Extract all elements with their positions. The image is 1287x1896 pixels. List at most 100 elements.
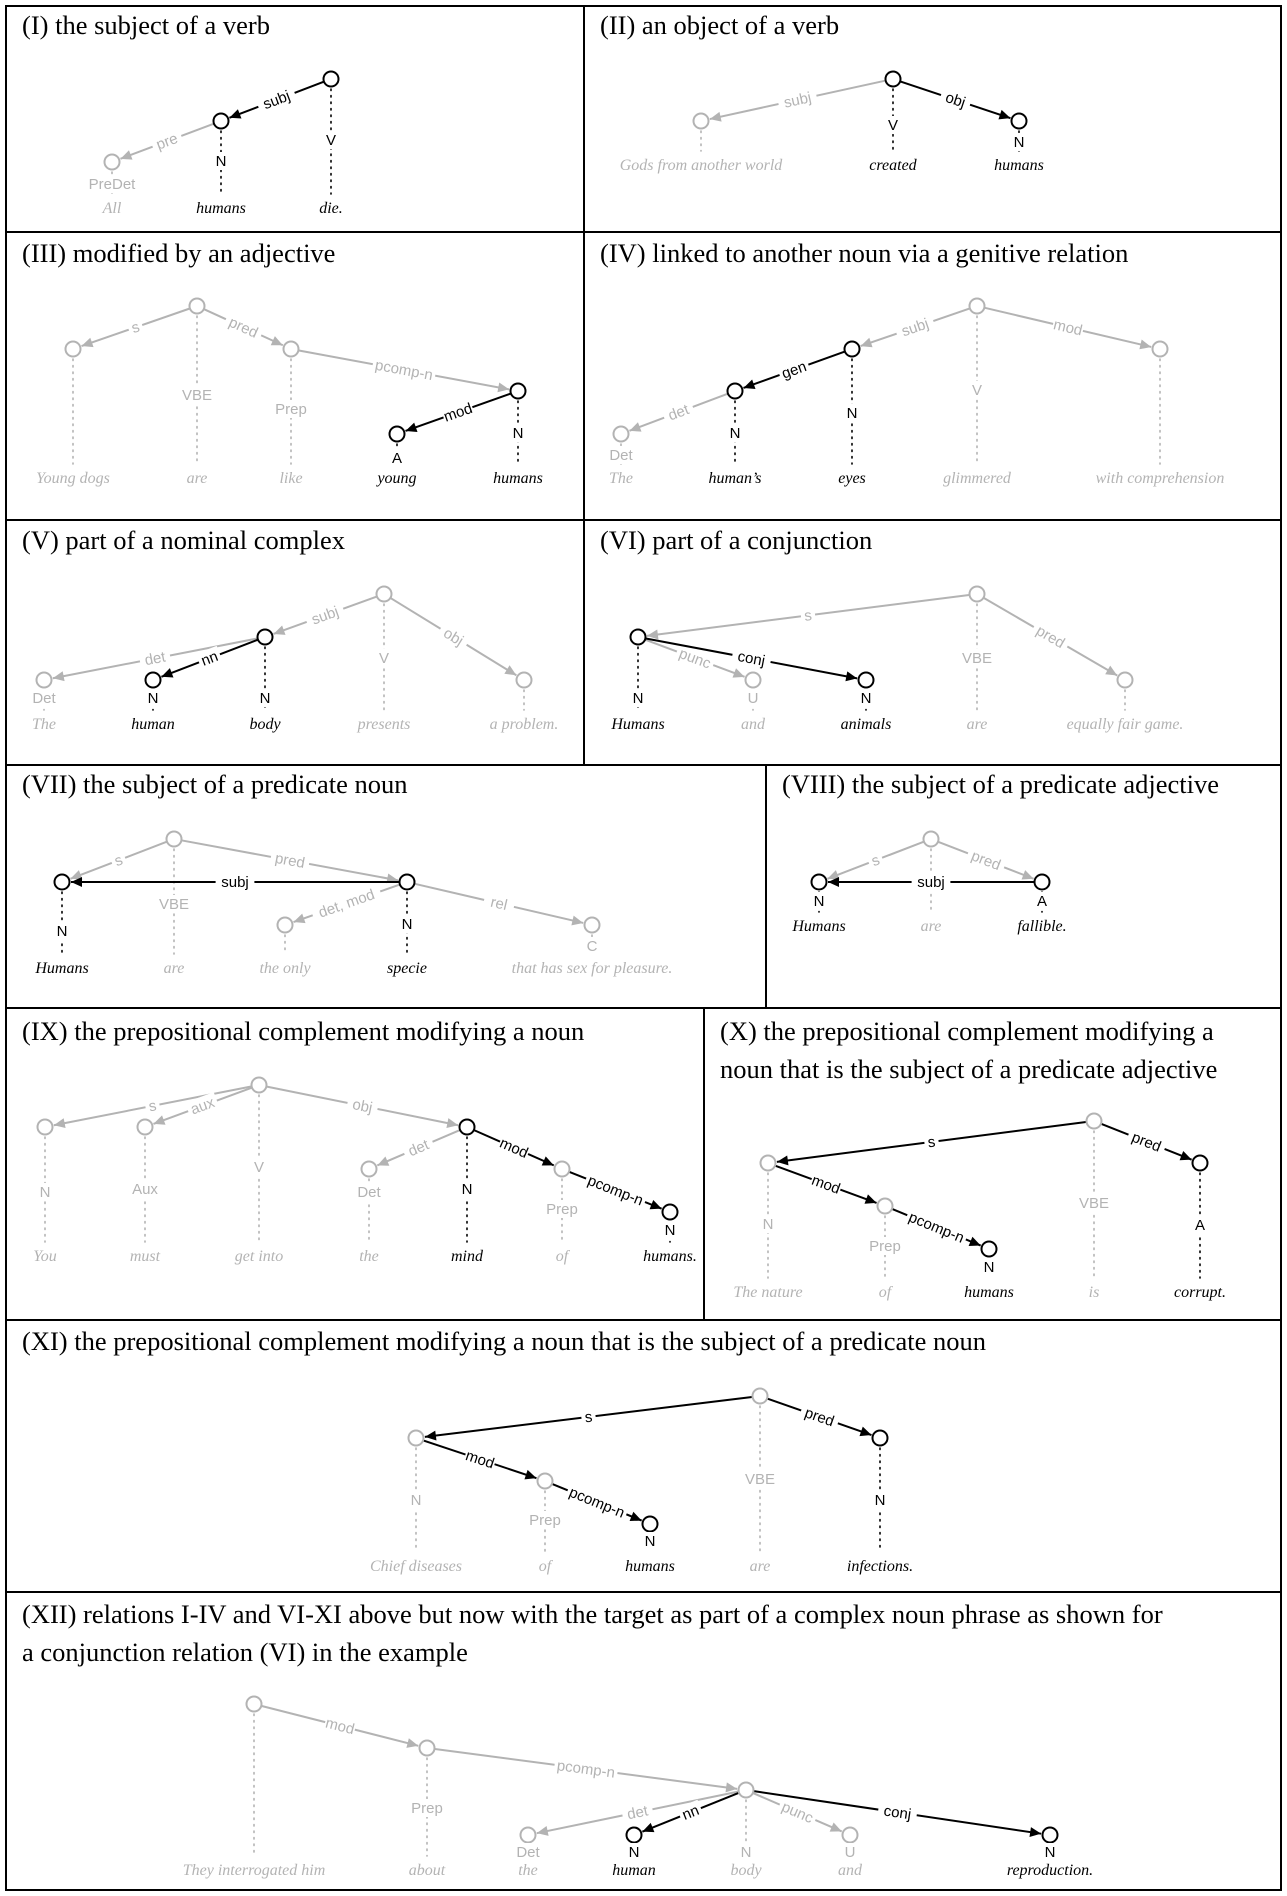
edge-label: pcomp-n: [556, 1757, 616, 1781]
token-word: mind: [451, 1248, 484, 1265]
dependency-edge-det: det: [376, 1129, 461, 1167]
dependency-edge-pcomp-n: pcomp-n: [569, 1170, 663, 1211]
panel-7: (VII) the subject of a predicate noun s pr…: [22, 769, 672, 977]
arrowhead: [827, 870, 840, 880]
panel-3: (III) modified by an adjective s pred pcomp…: [22, 238, 543, 487]
pos-tag: A: [1195, 1217, 1205, 1234]
node-circle: [407, 1429, 425, 1447]
pos-tag: V: [254, 1159, 264, 1176]
dependency-edge-pred: pred: [1101, 1123, 1193, 1161]
token-word: reproduction.: [1007, 1862, 1093, 1879]
token-word: the: [359, 1248, 379, 1265]
panel-6: (VI) part of a conjunction s pred punc conj N…: [600, 525, 1183, 733]
dependency-edge-pred: pred: [983, 597, 1118, 677]
token-word: are: [187, 470, 208, 487]
arrowhead: [743, 379, 756, 389]
pos-tag: Prep: [546, 1201, 578, 1218]
node-circle: [871, 1429, 889, 1447]
node-circle: [360, 1160, 378, 1178]
edge-label: pred: [226, 314, 260, 342]
token: are: [921, 830, 941, 935]
arrowhead: [1179, 1150, 1192, 1161]
token-word: about: [409, 1862, 446, 1879]
edge-label: conj: [736, 648, 766, 670]
node-circle: [744, 671, 762, 689]
token-word: human: [612, 1862, 656, 1879]
token-word: with comprehension: [1096, 470, 1225, 487]
arrowhead: [845, 671, 858, 682]
node-circle: [1191, 1154, 1209, 1172]
token-word: that has sex for pleasure.: [512, 960, 673, 977]
dependency-edge-nn: nn: [161, 638, 258, 678]
pos-tag: Det: [357, 1184, 381, 1201]
pos-tag: Prep: [869, 1238, 901, 1255]
token: Young dogs: [36, 340, 110, 487]
dependency-edge-punc: punc: [645, 638, 745, 678]
pos-tag: Prep: [275, 401, 307, 418]
arrowhead: [649, 1199, 662, 1210]
arrowhead: [120, 150, 133, 160]
node-circle: [212, 112, 230, 130]
edge-label: s: [584, 1409, 594, 1427]
dependency-edge-subj: subj: [860, 307, 970, 348]
node-circle: [136, 1118, 154, 1136]
token: N Humans: [791, 873, 846, 935]
edge-label: nn: [199, 648, 221, 670]
dependency-edge-subj: subj: [828, 873, 1034, 891]
token-word: eyes: [838, 470, 866, 487]
node-circle: [1116, 671, 1134, 689]
node-circle: [759, 1154, 777, 1172]
node-circle: [841, 1826, 859, 1844]
node-circle: [64, 340, 82, 358]
dependency-edge-obj: obj: [390, 597, 517, 677]
node-circle: [612, 425, 630, 443]
token-word: fallible.: [1017, 918, 1066, 935]
arrowhead: [424, 1430, 437, 1441]
arrowhead: [293, 913, 306, 924]
pos-tag: N: [629, 1844, 640, 1861]
arrowhead: [732, 668, 745, 678]
edge-label: det: [143, 648, 168, 669]
dependency-edge-mod: mod: [984, 306, 1152, 350]
pos-tag: N: [411, 1492, 422, 1509]
edge-label: mod: [1052, 316, 1084, 339]
arrowhead: [998, 109, 1011, 120]
node-circle: [629, 628, 647, 646]
edge-label: pred: [1129, 1129, 1163, 1156]
node-circle: [418, 1739, 436, 1757]
pos-tag: V: [326, 132, 336, 149]
token-word: are: [967, 716, 988, 733]
node-circle: [737, 1781, 755, 1799]
dependency-edge-conj: conj: [645, 637, 858, 682]
arrowhead: [406, 1738, 419, 1748]
token: equally fair game.: [1067, 671, 1183, 733]
edge-label: mod: [809, 1172, 842, 1198]
token: VBE are: [744, 1387, 776, 1575]
edge-label: pred: [274, 850, 307, 872]
panel-5: (V) part of a nominal complex subj obj det n…: [22, 525, 558, 733]
dependency-edge-s: s: [776, 1121, 1087, 1166]
arrowhead: [270, 336, 283, 346]
dependency-edge-pcomp-n: pcomp-n: [298, 349, 510, 393]
token: VBE are: [961, 585, 993, 733]
arrowhead: [829, 1822, 842, 1832]
arrowhead: [386, 873, 399, 884]
token-word: humans: [964, 1284, 1014, 1301]
dependency-edge-s: s: [70, 840, 167, 880]
edge-label: punc: [779, 1799, 816, 1828]
edge-label: mod: [324, 1715, 356, 1739]
token-word: Gods from another world: [620, 157, 784, 174]
dependency-edge-det--mod: det, mod: [293, 882, 400, 924]
dependency-edge-obj: obj: [900, 80, 1011, 120]
arrowhead: [1105, 665, 1118, 676]
edge-label: conj: [883, 1802, 913, 1823]
